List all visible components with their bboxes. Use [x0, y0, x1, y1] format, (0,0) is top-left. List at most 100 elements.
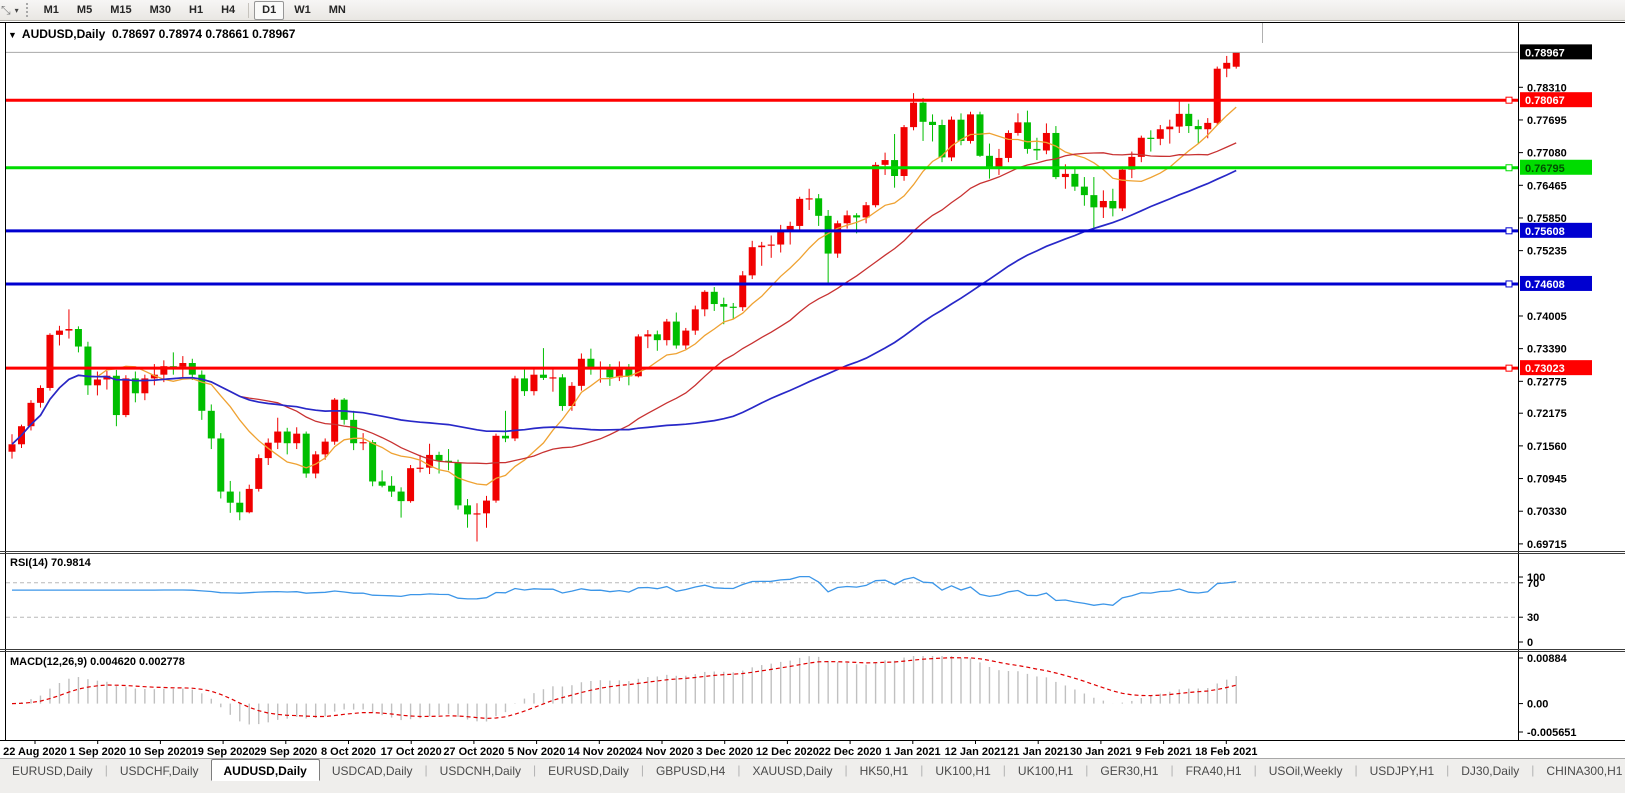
- price-badge-0.76795: 0.76795: [1520, 159, 1592, 175]
- price-badge-0.78967: 0.78967: [1520, 44, 1592, 60]
- price-badge-0.73023: 0.73023: [1520, 360, 1592, 376]
- chart-title: ▼ AUDUSD,Daily 0.78697 0.78974 0.78661 0.…: [8, 27, 295, 41]
- svg-text:21 Jan 2021: 21 Jan 2021: [1007, 746, 1069, 758]
- timeframe-buttons: M1 M5 M15 M30 H1 H4 D1 W1 MN: [35, 0, 355, 20]
- svg-text:0.78967: 0.78967: [1525, 47, 1565, 59]
- chevron-down-icon: ▾: [14, 5, 19, 15]
- timeframe-button-d1[interactable]: D1: [254, 0, 285, 20]
- timeframe-button-m5[interactable]: M5: [76, 3, 93, 16]
- symbol-tab-bar: EURUSD,Daily | USDCHF,Daily AUDUSD,Daily USD…: [0, 758, 1625, 781]
- svg-text:22 Dec 2020: 22 Dec 2020: [819, 746, 882, 758]
- tab-separator: |: [533, 763, 537, 777]
- tab-usdjpy-h1[interactable]: USDJPY,H1: [1369, 763, 1435, 778]
- svg-text:0.72175: 0.72175: [1527, 408, 1567, 420]
- svg-text:0.78067: 0.78067: [1525, 95, 1565, 107]
- svg-text:12 Dec 2020: 12 Dec 2020: [756, 746, 819, 758]
- svg-text:24 Nov 2020: 24 Nov 2020: [630, 746, 694, 758]
- price-badge-0.74608: 0.74608: [1520, 275, 1592, 291]
- tab-eurusd-daily[interactable]: EURUSD,Daily: [548, 763, 629, 778]
- timeframe-button-h1[interactable]: H1: [189, 3, 204, 16]
- tab-xauusd-daily[interactable]: XAUUSD,Daily: [752, 763, 833, 778]
- svg-text:100: 100: [1527, 572, 1545, 584]
- date-axis: 22 Aug 2020 1 Sep 2020 10 Sep 2020 19 Sep 2…: [3, 740, 1257, 758]
- tab-gbpusd-h4[interactable]: GBPUSD,H4: [655, 763, 726, 778]
- tab-audusd-daily[interactable]: AUDUSD,Daily: [210, 759, 320, 781]
- tab-hk50-h1[interactable]: HK50,H1: [859, 763, 909, 778]
- macd-panel: 0.00884 0.00 -0.005651: [11, 653, 1577, 739]
- tab-usdchf-daily[interactable]: USDCHF,Daily: [119, 763, 199, 778]
- svg-text:19 Sep 2020: 19 Sep 2020: [192, 746, 255, 758]
- tab-eurusd-daily[interactable]: EURUSD,Daily: [12, 763, 93, 778]
- price-axis: 0.78310 0.77695 0.77080 0.76465 0.75850 0.752…: [1518, 82, 1567, 551]
- macd-indicator-label: MACD(12,26,9) 0.004620 0.002778: [10, 656, 185, 668]
- tab-china300-h1[interactable]: CHINA300,H1: [1546, 763, 1623, 778]
- tab-ger30-h1[interactable]: GER30,H1: [1100, 763, 1159, 778]
- tab-usdcad-daily[interactable]: USDCAD,Daily: [331, 763, 413, 778]
- macd-signal-line: [11, 657, 1237, 720]
- svg-text:0.00884: 0.00884: [1527, 653, 1568, 665]
- chart-background: [0, 21, 1625, 758]
- tab-separator: |: [424, 763, 428, 777]
- svg-text:5 Nov 2020: 5 Nov 2020: [508, 746, 565, 758]
- svg-text:0.77695: 0.77695: [1527, 115, 1567, 127]
- svg-text:0.75850: 0.75850: [1527, 213, 1567, 225]
- svg-text:0.75235: 0.75235: [1527, 246, 1567, 258]
- macd-name: MACD(12,26,9): [10, 656, 88, 668]
- rsi-value: 70.9814: [50, 557, 91, 569]
- macd-values: 0.004620 0.002778: [90, 656, 185, 668]
- rsi-line: [12, 575, 1237, 606]
- tab-fra40-h1[interactable]: FRA40,H1: [1185, 763, 1242, 778]
- timeframe-button-m30[interactable]: M30: [149, 3, 171, 16]
- toolbar-separator: [248, 2, 250, 18]
- svg-text:0.73390: 0.73390: [1527, 344, 1567, 356]
- tab-usdcnh-daily[interactable]: USDCNH,Daily: [439, 763, 522, 778]
- tab-separator: |: [920, 763, 924, 777]
- horizontal-lines: [6, 51, 1518, 372]
- svg-text:0.70945: 0.70945: [1527, 474, 1567, 486]
- svg-text:0.75608: 0.75608: [1525, 226, 1565, 238]
- timeframe-button-m1[interactable]: M1: [43, 3, 59, 16]
- svg-text:1 Jan 2021: 1 Jan 2021: [885, 746, 941, 758]
- collapse-caret-icon[interactable]: ▼: [8, 30, 17, 40]
- timeframe-toolbar: ⤡ ▾ M1 M5 M15 M30 H1 H4 D1 W1 MN: [0, 0, 1625, 21]
- tab-separator: |: [1354, 763, 1358, 777]
- tab-separator: |: [1253, 763, 1257, 777]
- svg-text:-0.005651: -0.005651: [1527, 727, 1577, 739]
- svg-text:0.69715: 0.69715: [1527, 539, 1567, 551]
- svg-text:0.78310: 0.78310: [1527, 82, 1567, 94]
- ma-55-line: [11, 169, 1237, 445]
- svg-text:0: 0: [1527, 637, 1533, 649]
- timeframe-button-m15[interactable]: M15: [110, 3, 132, 16]
- timeframe-button-w1[interactable]: W1: [294, 3, 311, 16]
- svg-text:0.76465: 0.76465: [1527, 180, 1567, 192]
- cursor-icon: ⤡: [1, 2, 11, 17]
- chart-frame: [0, 22, 1625, 741]
- svg-text:0.74005: 0.74005: [1527, 311, 1567, 323]
- toolbar-grip-handle[interactable]: [25, 3, 28, 17]
- svg-text:14 Nov 2020: 14 Nov 2020: [567, 746, 631, 758]
- svg-text:8 Oct 2020: 8 Oct 2020: [321, 746, 376, 758]
- svg-text:0.76795: 0.76795: [1525, 163, 1565, 175]
- tab-usoil-weekly[interactable]: USOil,Weekly: [1268, 763, 1343, 778]
- rsi-name: RSI(14): [10, 557, 48, 569]
- timeframe-button-h4[interactable]: H4: [221, 3, 236, 16]
- status-strip: [0, 781, 1625, 793]
- chart-cursor-tool-icon[interactable]: ⤡ ▾: [0, 3, 23, 18]
- tab-dj30-daily[interactable]: DJ30,Daily: [1461, 763, 1520, 778]
- tab-uk100-h1[interactable]: UK100,H1: [935, 763, 991, 778]
- timeframe-button-mn[interactable]: MN: [328, 3, 346, 16]
- ma-10-line: [11, 106, 1237, 486]
- svg-text:30 Jan 2021: 30 Jan 2021: [1070, 746, 1132, 758]
- tab-separator: |: [1446, 763, 1450, 777]
- svg-text:10 Sep 2020: 10 Sep 2020: [129, 746, 192, 758]
- svg-text:22 Aug 2020: 22 Aug 2020: [3, 746, 67, 758]
- svg-text:17 Oct 2020: 17 Oct 2020: [381, 746, 442, 758]
- rsi-indicator-label: RSI(14) 70.9814: [10, 557, 91, 569]
- tab-separator: |: [104, 763, 108, 777]
- tab-uk100-h1[interactable]: UK100,H1: [1017, 763, 1074, 778]
- tab-separator: |: [1002, 763, 1006, 777]
- svg-text:0.70330: 0.70330: [1527, 506, 1567, 518]
- svg-text:0.72775: 0.72775: [1527, 376, 1567, 388]
- chart-canvas[interactable]: 0.78967 0.78067 0.76795 0.75608 0.74608 0.730…: [0, 21, 1625, 758]
- tab-separator: |: [844, 763, 848, 777]
